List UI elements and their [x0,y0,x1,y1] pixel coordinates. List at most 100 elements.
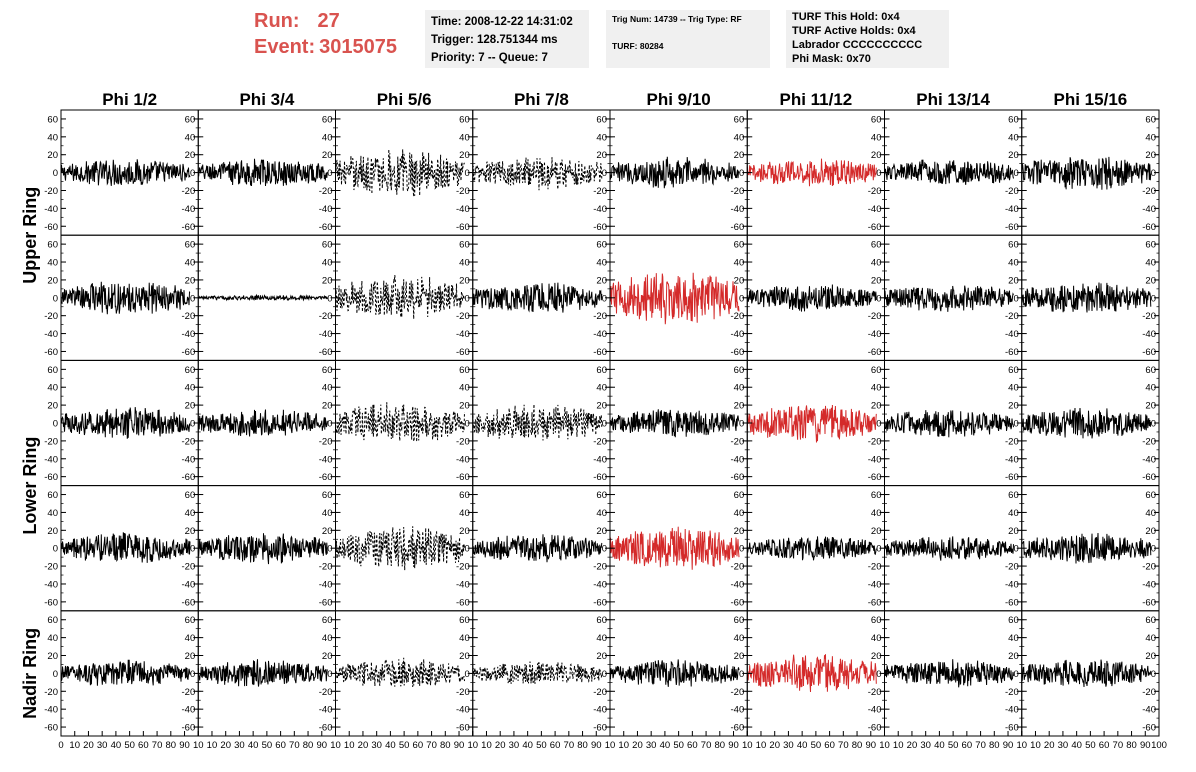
y-tick-label: 0 [1151,168,1156,179]
waveform-trace [335,402,465,442]
x-tick-label: 40 [1071,740,1082,751]
waveform-trace [609,659,740,687]
y-tick-label: 40 [459,633,470,644]
x-tick-label: 10 [481,740,492,751]
run-value: 27 [317,10,340,32]
x-tick-label: 20 [495,740,506,751]
y-tick-label: 60 [734,615,745,626]
y-tick-label: 20 [47,651,58,662]
x-tick-label: 80 [1126,740,1137,751]
x-tick-label: 10 [879,740,890,751]
y-tick-label: 0 [190,419,195,430]
y-tick-label: -40 [1142,579,1156,590]
y-tick-label: 0 [464,544,469,555]
column-header: Phi 9/10 [646,90,710,109]
y-tick-label: 40 [459,383,470,394]
x-tick-label: 90 [591,740,602,751]
y-tick-label: -40 [731,329,745,340]
y-tick-label: 40 [322,258,333,269]
turf-this-hold-text: TURF This Hold: 0x4 [792,11,900,23]
y-tick-label: 20 [322,526,333,537]
y-tick-label: -20 [44,687,58,698]
y-tick-label: 20 [185,651,196,662]
y-tick-label: 20 [1145,401,1156,412]
time-text: Time: 2008-12-22 14:31:02 [431,16,573,28]
panel-frame [335,109,474,236]
y-tick-label: 0 [53,669,58,680]
y-tick-label: 60 [734,490,745,501]
y-tick-label: -20 [456,687,470,698]
y-tick-label: -40 [456,705,470,716]
y-tick-label: 20 [596,401,607,412]
waveform-trace [1021,156,1152,190]
y-tick-label: 40 [47,383,58,394]
y-tick-label: 40 [459,508,470,519]
x-tick-label: 50 [124,740,135,751]
y-tick-label: 40 [1145,132,1156,143]
y-tick-label: -20 [319,311,333,322]
column-header: Phi 5/6 [377,90,432,109]
y-tick-label: -40 [456,579,470,590]
y-tick-label: 20 [322,275,333,286]
y-tick-label: -20 [1142,186,1156,197]
y-tick-label: 20 [322,651,333,662]
x-tick-label: 10 [1016,740,1027,751]
y-tick-label: 0 [190,168,195,179]
y-tick-label: -60 [456,347,470,358]
column-header: Phi 15/16 [1054,90,1128,109]
x-tick-label: 80 [303,740,314,751]
y-tick-label: -20 [1005,311,1019,322]
y-tick-label: -60 [868,723,882,734]
y-tick-label: -40 [868,705,882,716]
y-tick-label: 20 [1008,526,1019,537]
y-tick-label: 60 [596,615,607,626]
y-tick-label: 20 [871,401,882,412]
x-tick-label: 50 [948,740,959,751]
x-tick-label: 70 [701,740,712,751]
x-tick-label: 10 [69,740,80,751]
waveform-trace [746,284,877,312]
waveform-trace [197,533,328,565]
y-tick-label: -20 [868,436,882,447]
turf-info-panel: TURF This Hold: 0x4 TURF Active Holds: 0… [786,10,949,68]
x-tick-label: 60 [138,740,149,751]
y-tick-label: -20 [456,311,470,322]
y-tick-label: 40 [1008,633,1019,644]
x-tick-label: 30 [646,740,657,751]
y-tick-label: 60 [871,615,882,626]
y-tick-label: 60 [459,365,470,376]
y-tick-label: 40 [185,383,196,394]
y-tick-label: 60 [596,240,607,251]
y-tick-label: -40 [593,579,607,590]
y-tick-label: 60 [322,240,333,251]
ring-label: Nadir Ring [20,628,40,719]
y-tick-label: 60 [1008,114,1019,125]
x-tick-label: 10 [330,740,341,751]
y-tick-label: -20 [44,186,58,197]
y-tick-label: -40 [1005,705,1019,716]
y-tick-label: 0 [1013,669,1018,680]
y-tick-label: 0 [464,293,469,304]
x-tick-label: 70 [564,740,575,751]
waveform-trace [335,526,465,571]
column-header: Phi 7/8 [514,90,569,109]
y-tick-label: 60 [459,615,470,626]
y-tick-label: 40 [1008,383,1019,394]
y-tick-label: -60 [456,472,470,483]
x-tick-label: 50 [1085,740,1096,751]
x-tick-label: 70 [289,740,300,751]
y-tick-label: -60 [182,347,196,358]
y-tick-label: -20 [1142,436,1156,447]
waveform-trace [884,659,1014,688]
waveform-trace [472,282,603,313]
y-tick-label: 40 [1145,508,1156,519]
y-tick-label: 20 [596,651,607,662]
y-tick-label: 0 [876,293,881,304]
y-tick-label: -60 [1142,222,1156,233]
x-tick-label: 90 [316,740,327,751]
y-tick-label: -60 [731,723,745,734]
y-tick-label: -60 [593,222,607,233]
y-tick-label: -20 [593,436,607,447]
y-tick-label: -60 [1142,723,1156,734]
y-tick-label: 60 [734,365,745,376]
